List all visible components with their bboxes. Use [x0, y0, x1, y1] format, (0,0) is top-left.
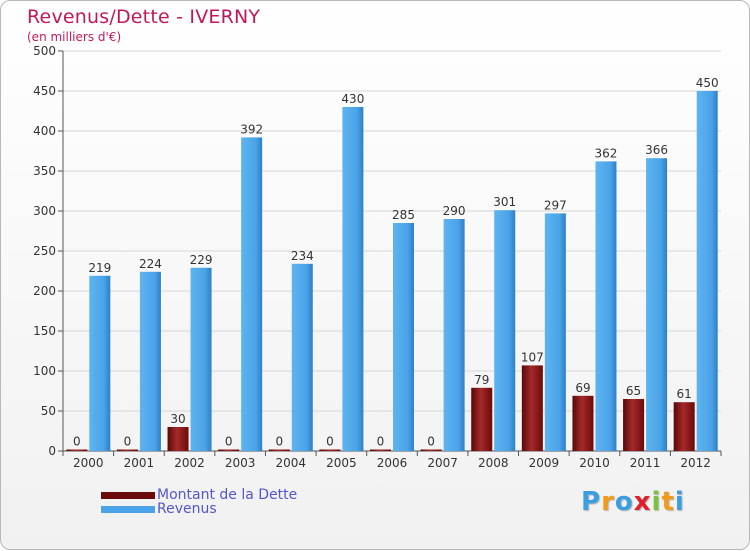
bar-dette: [521, 365, 543, 451]
bar-revenus: [595, 161, 617, 451]
data-label-dette: 65: [626, 384, 641, 398]
bar-dette: [420, 449, 442, 451]
data-label-dette: 61: [677, 387, 692, 401]
chart-subtitle: (en milliers d'€): [27, 30, 122, 44]
data-label-revenus: 430: [341, 92, 364, 106]
data-label-revenus: 229: [190, 253, 213, 267]
y-tick-label: 400: [33, 124, 56, 138]
bar-dette: [370, 449, 391, 451]
bar-dette: [572, 395, 594, 451]
legend-label-dette: Montant de la Dette: [157, 487, 298, 503]
logo-letter: i: [651, 487, 662, 517]
x-tick-label: 2012: [680, 456, 711, 470]
data-label-revenus: 285: [392, 208, 415, 222]
data-label-dette: 69: [575, 381, 590, 395]
logo-letter: o: [614, 487, 634, 517]
data-label-dette: 0: [377, 435, 385, 449]
x-tick-label: 2003: [225, 456, 256, 470]
data-label-revenus: 290: [443, 204, 466, 218]
bar-revenus: [544, 213, 566, 451]
data-label-dette: 0: [275, 435, 283, 449]
bar-dette: [268, 449, 290, 451]
data-label-revenus: 450: [696, 76, 719, 90]
y-tick-label: 200: [33, 284, 56, 298]
x-tick-label: 2006: [377, 456, 408, 470]
x-tick-label: 2001: [124, 456, 155, 470]
bar-dette: [66, 449, 88, 451]
bar-revenus: [291, 263, 313, 451]
bar-revenus: [342, 107, 364, 451]
bar-revenus: [696, 91, 718, 451]
bar-dette: [673, 402, 695, 451]
data-label-revenus: 224: [139, 257, 162, 271]
bar-dette: [623, 399, 645, 451]
data-label-dette: 0: [124, 435, 132, 449]
data-label-dette: 107: [521, 350, 544, 364]
bar-revenus: [393, 223, 414, 451]
data-labels: 0 219 0 224 30 229 0 392 0 234 0 430 0 285 0 290 79 301 10…: [73, 76, 719, 449]
y-tick-label: 100: [33, 364, 56, 378]
y-tick-label: 350: [33, 164, 56, 178]
data-label-dette: 30: [170, 412, 185, 426]
x-tick-label: 2008: [478, 456, 509, 470]
bar-revenus: [494, 210, 516, 451]
x-tick-label: 2009: [529, 456, 560, 470]
data-label-revenus: 362: [595, 146, 618, 160]
x-tick-label: 2011: [630, 456, 661, 470]
data-label-revenus: 301: [493, 195, 516, 209]
bar-dette: [319, 449, 341, 451]
data-label-revenus: 219: [88, 261, 111, 275]
legend-item-dette: Montant de la Dette: [101, 487, 298, 503]
bars: [66, 91, 718, 451]
bar-revenus: [646, 158, 668, 451]
bar-revenus: [89, 275, 111, 451]
logo-letter: i: [674, 487, 685, 517]
bar-dette: [471, 387, 493, 451]
y-tick-label: 450: [33, 84, 56, 98]
data-label-dette: 0: [326, 435, 334, 449]
legend-swatch-dette: [101, 491, 155, 499]
logo-letter: P: [581, 487, 602, 517]
data-label-revenus: 234: [291, 249, 314, 263]
bar-dette: [218, 449, 240, 451]
y-tick-label: 500: [33, 44, 56, 58]
y-tick-label: 50: [41, 404, 56, 418]
bar-revenus: [139, 271, 161, 451]
data-label-dette: 0: [225, 435, 233, 449]
chart-title: Revenus/Dette - IVERNY: [27, 6, 261, 28]
y-tick-label: 150: [33, 324, 56, 338]
logo-letter: r: [601, 487, 615, 517]
bar-revenus: [241, 137, 263, 451]
logo-letter: x: [633, 487, 652, 517]
x-tick-label: 2007: [427, 456, 458, 470]
legend-swatch-revenus: [101, 505, 155, 513]
bar-revenus: [190, 267, 212, 451]
legend-label-revenus: Revenus: [157, 501, 217, 517]
x-tick-label: 2000: [73, 456, 104, 470]
y-tick-label: 0: [48, 444, 56, 458]
grid-lines: [63, 50, 721, 412]
bar-dette: [116, 449, 138, 451]
y-tick-label: 250: [33, 244, 56, 258]
bar-revenus: [443, 219, 465, 451]
data-label-dette: 79: [474, 373, 489, 387]
x-tick-label: 2010: [579, 456, 610, 470]
data-label-dette: 0: [73, 435, 81, 449]
proxiti-logo: Proxiti: [581, 487, 685, 517]
data-label-revenus: 392: [240, 122, 263, 136]
logo-letter: t: [661, 487, 675, 517]
data-label-revenus: 297: [544, 198, 567, 212]
bar-dette: [167, 427, 189, 451]
x-tick-label: 2004: [275, 456, 306, 470]
y-tick-label: 300: [33, 204, 56, 218]
data-label-dette: 0: [427, 435, 435, 449]
legend-item-revenus: Revenus: [101, 501, 217, 517]
x-tick-label: 2002: [174, 456, 205, 470]
x-tick-label: 2005: [326, 456, 357, 470]
data-label-revenus: 366: [645, 143, 668, 157]
